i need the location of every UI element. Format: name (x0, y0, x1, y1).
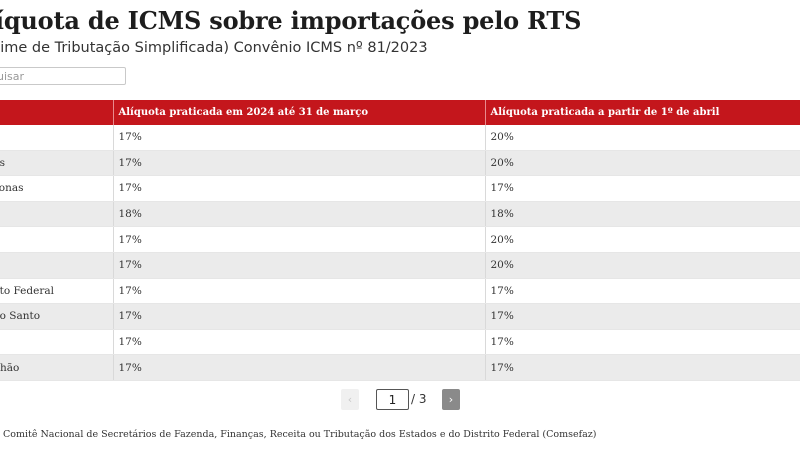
table-row: azonas17%17% (0, 175, 800, 202)
rate-until-march-cell: 17% (112, 150, 485, 177)
data-table: Alíquota praticada em 2024 até 31 de mar… (0, 100, 800, 381)
rate-from-april-cell: 17% (484, 329, 800, 356)
state-cell (0, 125, 113, 151)
rate-from-april-cell: 20% (484, 150, 800, 177)
table-row: á17%20% (0, 252, 800, 279)
rate-until-march-cell: 17% (112, 329, 485, 356)
rate-until-march-cell: 17% (112, 125, 485, 151)
next-page-button[interactable]: › (442, 389, 460, 410)
table-row: s17%17% (0, 329, 800, 356)
table-row: oas17%20% (0, 150, 800, 177)
state-cell: anhão (0, 354, 113, 381)
rate-until-march-cell: 17% (112, 252, 485, 279)
search-input[interactable] (0, 68, 127, 84)
state-cell: a (0, 226, 113, 253)
rate-until-march-cell: 17% (112, 175, 485, 202)
table-row: a17%20% (0, 226, 800, 253)
state-cell: oas (0, 150, 113, 177)
table-header-row: Alíquota praticada em 2024 até 31 de mar… (0, 100, 800, 125)
column-header-rate-until-march[interactable]: Alíquota praticada em 2024 até 31 de mar… (112, 100, 485, 125)
page-total-label: / 3 (411, 392, 427, 406)
chevron-right-icon: › (448, 393, 454, 406)
rate-until-march-cell: 18% (112, 201, 485, 228)
rate-until-march-cell: 17% (112, 278, 485, 305)
table-body: 17%20%oas17%20%azonas17%17%pá18%18%a17%2… (0, 125, 800, 381)
chevron-left-icon: ‹ (347, 393, 353, 406)
rate-from-april-cell: 18% (484, 201, 800, 228)
pagination: ‹ / 3 › (0, 389, 800, 411)
state-cell: s (0, 329, 113, 356)
table-row: anhão17%17% (0, 354, 800, 381)
source-note: Comitê Nacional de Secretários de Fazend… (3, 429, 597, 440)
rate-from-april-cell: 20% (484, 226, 800, 253)
state-cell: rito Santo (0, 303, 113, 330)
rate-from-april-cell: 17% (484, 175, 800, 202)
state-cell: pá (0, 201, 113, 228)
state-cell: trito Federal (0, 278, 113, 305)
rate-from-april-cell: 17% (484, 278, 800, 305)
rate-until-march-cell: 17% (112, 226, 485, 253)
column-header-state[interactable] (0, 100, 113, 125)
state-cell: á (0, 252, 113, 279)
rate-from-april-cell: 20% (484, 252, 800, 279)
page-subtitle: gime de Tributação Simplificada) Convêni… (0, 40, 428, 56)
rate-from-april-cell: 20% (484, 125, 800, 151)
rate-until-march-cell: 17% (112, 354, 485, 381)
rate-from-april-cell: 17% (484, 354, 800, 381)
table-row: 17% 20% (0, 125, 800, 151)
state-cell: azonas (0, 175, 113, 202)
column-header-rate-from-april[interactable]: Alíquota praticada a partir de 1º de abr… (484, 100, 800, 125)
previous-page-button[interactable]: ‹ (341, 389, 359, 410)
table-row: pá18%18% (0, 201, 800, 228)
page-number-input[interactable] (376, 389, 409, 410)
page-title: líquota de ICMS sobre importações pelo R… (0, 6, 582, 35)
rate-until-march-cell: 17% (112, 303, 485, 330)
search-field[interactable] (0, 67, 127, 85)
rate-from-april-cell: 17% (484, 303, 800, 330)
